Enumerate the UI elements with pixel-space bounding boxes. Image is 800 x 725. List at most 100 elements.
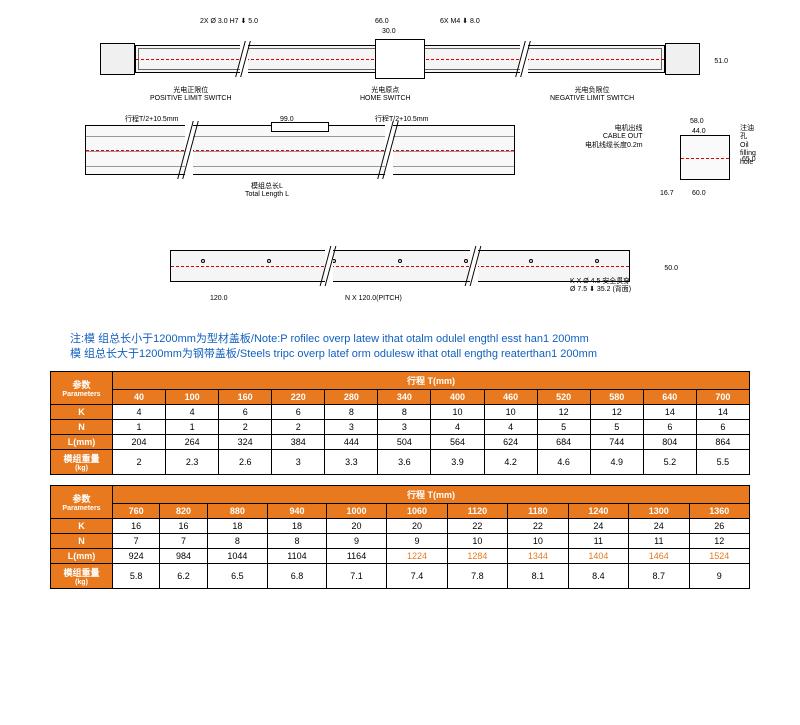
data-cell: 5 bbox=[590, 419, 643, 434]
col-header: 340 bbox=[378, 389, 431, 404]
data-cell: 6 bbox=[219, 404, 272, 419]
data-cell: 3.9 bbox=[431, 449, 484, 474]
data-cell: 1 bbox=[166, 419, 219, 434]
col-header: 1300 bbox=[629, 503, 689, 518]
cable-callout: 电机出线 CABLE OUT 电机线缆长度0.2m bbox=[585, 125, 643, 150]
data-cell: 20 bbox=[326, 518, 386, 533]
home-cn: 光电原点 bbox=[360, 87, 411, 95]
col-header: 40 bbox=[113, 389, 166, 404]
data-cell: 10 bbox=[508, 533, 568, 548]
bottom-120-text: 120.0 bbox=[210, 295, 228, 302]
bottom-pitch-text: N X 120.0(PITCH) bbox=[345, 295, 402, 302]
dim-right-text: 6X M4 ⬇ 8.0 bbox=[440, 18, 480, 25]
col-header: 940 bbox=[268, 503, 327, 518]
dim-seg1: 行程T/2+10.5mm bbox=[125, 113, 179, 124]
data-cell: 5.2 bbox=[643, 449, 696, 474]
bottom-rail bbox=[170, 250, 630, 282]
front-view: 行程T/2+10.5mm 99.0 行程T/2+10.5mm 模组总长L Tot… bbox=[50, 105, 750, 205]
break-mark-1 bbox=[240, 41, 248, 77]
data-cell: 4 bbox=[431, 419, 484, 434]
bottom-50-text: 50.0 bbox=[664, 265, 678, 272]
col-header: 520 bbox=[537, 389, 590, 404]
data-cell: 2.6 bbox=[219, 449, 272, 474]
data-cell: 4 bbox=[484, 419, 537, 434]
front-break-1 bbox=[185, 121, 193, 179]
dim-51-text: 51.0 bbox=[714, 58, 728, 65]
data-cell: 1 bbox=[113, 419, 166, 434]
data-cell: 6.2 bbox=[160, 563, 207, 588]
rail-line-2 bbox=[86, 151, 514, 152]
param-header: 参数Parameters bbox=[51, 371, 113, 404]
bottom-dim-pitch: N X 120.0(PITCH) bbox=[345, 292, 402, 303]
side-dim-60: 60.0 bbox=[692, 187, 706, 198]
callout-neg-limit: 光电负限位 NEGATIVE LIMIT SWITCH bbox=[550, 87, 634, 104]
data-cell: 3.6 bbox=[378, 449, 431, 474]
data-cell: 2.3 bbox=[166, 449, 219, 474]
col-header: 1240 bbox=[568, 503, 628, 518]
row-label: N bbox=[51, 419, 113, 434]
data-cell: 3.3 bbox=[325, 449, 378, 474]
row-label: 模组重量(kg) bbox=[51, 563, 113, 588]
side-65-text: 65.0 bbox=[742, 156, 756, 163]
col-header: 820 bbox=[160, 503, 207, 518]
data-cell: 2 bbox=[272, 419, 325, 434]
data-cell: 11 bbox=[629, 533, 689, 548]
col-header: 700 bbox=[696, 389, 749, 404]
col-header: 1120 bbox=[447, 503, 507, 518]
data-cell: 10 bbox=[484, 404, 537, 419]
data-cell: 1104 bbox=[268, 548, 327, 563]
data-cell: 8 bbox=[207, 533, 267, 548]
front-carriage bbox=[271, 122, 329, 132]
data-cell: 324 bbox=[219, 434, 272, 449]
home-en: HOME SWITCH bbox=[360, 95, 411, 103]
data-cell: 6.8 bbox=[268, 563, 327, 588]
col-header: 160 bbox=[219, 389, 272, 404]
bottom-view: 50.0 120.0 N X 120.0(PITCH) K X Ø 4.5 安全… bbox=[150, 230, 650, 320]
bottom-break-1 bbox=[325, 246, 333, 286]
total-length-label: 模组总长L Total Length L bbox=[245, 183, 289, 200]
data-cell: 744 bbox=[590, 434, 643, 449]
data-cell: 2 bbox=[113, 449, 166, 474]
data-cell: 7.4 bbox=[387, 563, 447, 588]
data-cell: 6 bbox=[696, 419, 749, 434]
front-rail-group: 行程T/2+10.5mm 99.0 行程T/2+10.5mm 模组总长L Tot… bbox=[85, 125, 515, 175]
rail-line-3 bbox=[86, 166, 514, 167]
data-cell: 1284 bbox=[447, 548, 507, 563]
data-cell: 5.8 bbox=[113, 563, 160, 588]
data-cell: 4.6 bbox=[537, 449, 590, 474]
side-section: 58.0 44.0 电机出线 CABLE OUT 电机线缆长度0.2m 注油孔 … bbox=[650, 115, 750, 195]
data-cell: 12 bbox=[689, 533, 749, 548]
data-cell: 3 bbox=[325, 419, 378, 434]
data-cell: 4 bbox=[113, 404, 166, 419]
total-cn: 模组总长L bbox=[245, 183, 289, 191]
data-cell: 1224 bbox=[387, 548, 447, 563]
data-cell: 924 bbox=[113, 548, 160, 563]
col-header: 400 bbox=[431, 389, 484, 404]
page: 2X Ø 3.0 H7 ⬇ 5.0 66.0 30.0 6X M4 ⬇ 8.0 … bbox=[0, 0, 800, 614]
data-cell: 3 bbox=[378, 419, 431, 434]
col-header: 280 bbox=[325, 389, 378, 404]
side-block bbox=[680, 135, 730, 180]
data-cell: 864 bbox=[696, 434, 749, 449]
data-cell: 1344 bbox=[508, 548, 568, 563]
bottom-hole-callout: K X Ø 4.5 安全贯穿 Ø 7.5 ⬇ 35.2 (背面) bbox=[570, 278, 631, 295]
col-header: 100 bbox=[166, 389, 219, 404]
data-cell: 804 bbox=[643, 434, 696, 449]
data-cell: 8 bbox=[378, 404, 431, 419]
rail-line-1 bbox=[86, 136, 514, 137]
data-cell: 624 bbox=[484, 434, 537, 449]
neg-limit-en: NEGATIVE LIMIT SWITCH bbox=[550, 95, 634, 103]
col-header: 580 bbox=[590, 389, 643, 404]
data-cell: 12 bbox=[590, 404, 643, 419]
row-label: L(mm) bbox=[51, 434, 113, 449]
side-dim-65: 65.0 bbox=[742, 153, 756, 164]
dim-left-text: 2X Ø 3.0 H7 ⬇ 5.0 bbox=[200, 18, 258, 25]
side-167-text: 16.7 bbox=[660, 190, 674, 197]
data-cell: 5.5 bbox=[696, 449, 749, 474]
mount-hole bbox=[267, 259, 271, 263]
cable-cn: 电机出线 bbox=[585, 125, 643, 133]
travel-header: 行程 T(mm) bbox=[113, 485, 750, 503]
col-header: 1360 bbox=[689, 503, 749, 518]
dim-seg3: 行程T/2+10.5mm bbox=[375, 113, 429, 124]
col-header: 1000 bbox=[326, 503, 386, 518]
